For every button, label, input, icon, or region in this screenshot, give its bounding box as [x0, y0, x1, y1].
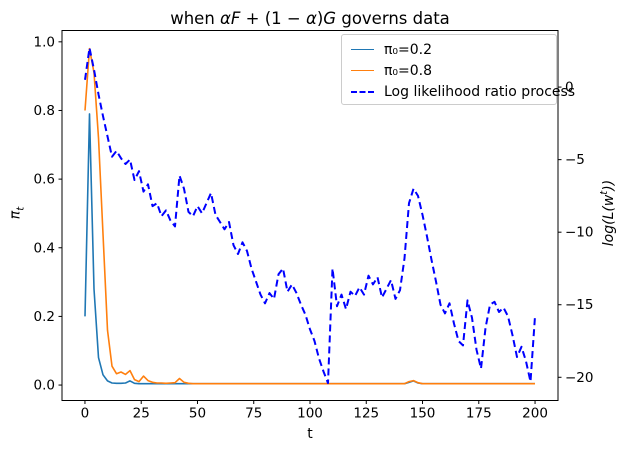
series-pi-line — [84, 47, 535, 385]
legend-line-sample-dashed — [351, 90, 374, 93]
y-axis-label-right: log(L(wt)) — [599, 179, 617, 247]
legend-label: Log likelihood ratio process — [384, 83, 576, 100]
legend-line-sample-solid — [351, 49, 374, 50]
y-left-tick-label: 0.2 — [34, 309, 55, 325]
legend-item: π₀=0.2 — [351, 39, 556, 60]
y-left-tick-label: 1.0 — [34, 34, 55, 50]
y-left-tick-label: 0.6 — [34, 172, 55, 188]
x-tick-label: 75 — [245, 406, 262, 422]
x-axis-label: t — [307, 426, 313, 442]
legend-line-sample-solid — [351, 70, 374, 71]
series-log-likelihood-line — [84, 46, 536, 385]
chart-title: when αF + (1 − α)G governs data — [170, 9, 450, 28]
legend-label: π₀=0.2 — [384, 41, 433, 58]
y-right-tick-label: 0 — [565, 80, 574, 96]
y-right-tick-label: −5 — [565, 152, 585, 168]
y-right-tick-label: −10 — [565, 225, 594, 241]
y-left-tick-label: 0.0 — [34, 378, 55, 394]
y-axis-label-left: πt — [7, 206, 27, 220]
x-tick-label: 150 — [410, 406, 436, 422]
y-right-tick-label: −15 — [565, 297, 594, 313]
y-left-tick-label: 0.4 — [34, 240, 55, 256]
y-left-tick-label: 0.8 — [34, 103, 55, 119]
x-tick-label: 0 — [81, 406, 90, 422]
x-tick-label: 200 — [522, 406, 548, 422]
x-tick-label: 175 — [466, 406, 492, 422]
legend-item: π₀=0.8 — [351, 60, 556, 81]
legend-label: π₀=0.8 — [384, 62, 433, 79]
x-tick-label: 25 — [133, 406, 150, 422]
x-tick-label: 125 — [353, 406, 379, 422]
legend: π₀=0.2 π₀=0.8 Log likelihood ratio proce… — [341, 34, 575, 105]
x-tick-label: 100 — [297, 406, 323, 422]
y-right-tick-label: −20 — [565, 370, 594, 386]
series-pi-line — [84, 113, 535, 385]
legend-item: Log likelihood ratio process — [351, 81, 575, 102]
x-tick-label: 50 — [189, 406, 206, 422]
